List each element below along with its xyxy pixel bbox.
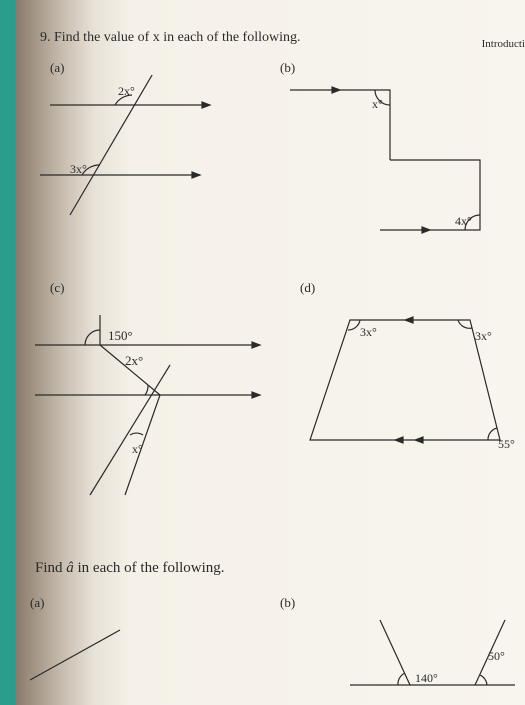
angle-55: 55° bbox=[498, 437, 515, 451]
angle-3x: 3x° bbox=[70, 162, 87, 176]
part-d-label: (d) bbox=[300, 280, 315, 296]
angle-140: 140° bbox=[415, 671, 438, 685]
part-c-label: (c) bbox=[50, 280, 64, 296]
q10-suffix: in each of the following. bbox=[74, 560, 225, 576]
angle-2xc: 2x° bbox=[125, 353, 143, 368]
header-text: Introducti bbox=[482, 38, 525, 50]
angle-2x: 2x° bbox=[118, 84, 135, 98]
diagram-c: 150° 2x° x° bbox=[30, 295, 280, 515]
question-10-text: Find â in each of the following. bbox=[35, 560, 225, 577]
part-b2-label: (b) bbox=[280, 595, 295, 611]
part-b-label: (b) bbox=[280, 60, 295, 76]
part-a2-label: (a) bbox=[30, 595, 44, 611]
q9-text: Find the value of x in each of the follo… bbox=[54, 30, 301, 45]
part-a-label: (a) bbox=[50, 60, 64, 76]
angle-150: 150° bbox=[108, 328, 133, 343]
angle-4x: 4x° bbox=[455, 214, 472, 228]
angle-3xd1: 3x° bbox=[360, 325, 377, 339]
q10-prefix: Find bbox=[35, 560, 66, 576]
diagram-b2: 140° 50° bbox=[320, 615, 525, 705]
q9-number: 9. bbox=[40, 30, 51, 45]
angle-xc: x° bbox=[132, 442, 143, 456]
angle-50: 50° bbox=[488, 649, 505, 663]
q10-var: â bbox=[66, 560, 74, 576]
diagram-d: 3x° 3x° 55° bbox=[300, 300, 520, 480]
diagram-a: 2x° 3x° bbox=[40, 75, 240, 225]
angle-x: x° bbox=[372, 97, 383, 111]
diagram-b: x° 4x° bbox=[280, 80, 490, 250]
diagram-a2 bbox=[30, 620, 150, 700]
textbook-page: 9. Find the value of x in each of the fo… bbox=[40, 30, 520, 690]
question-9-text: 9. Find the value of x in each of the fo… bbox=[40, 30, 520, 46]
angle-3xd2: 3x° bbox=[475, 329, 492, 343]
